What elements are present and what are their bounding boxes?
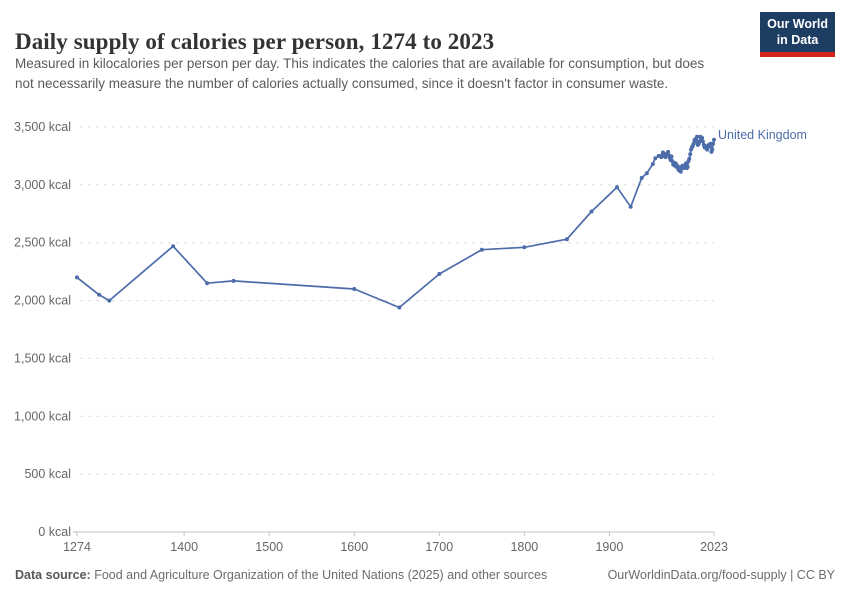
data-point bbox=[694, 139, 699, 144]
data-point bbox=[564, 237, 569, 242]
data-point bbox=[710, 147, 715, 152]
x-axis-tick-label: 1500 bbox=[255, 540, 283, 554]
y-axis-tick-label: 3,500 kcal bbox=[14, 120, 71, 134]
data-point bbox=[107, 298, 112, 303]
data-source-label: Data source: bbox=[15, 568, 91, 582]
data-point bbox=[628, 204, 633, 209]
data-point bbox=[688, 152, 693, 157]
x-axis-tick-label: 1900 bbox=[595, 540, 623, 554]
x-axis-tick-label: 1600 bbox=[340, 540, 368, 554]
y-axis-tick-label: 1,500 kcal bbox=[14, 351, 71, 365]
data-point bbox=[437, 272, 442, 276]
data-point bbox=[712, 137, 716, 142]
data-point bbox=[205, 281, 210, 286]
y-axis-tick-label: 3,000 kcal bbox=[14, 178, 71, 192]
y-axis-tick-label: 2,500 kcal bbox=[14, 236, 71, 250]
x-axis-tick-label: 1274 bbox=[63, 540, 91, 554]
data-source-note: Data source: Food and Agriculture Organi… bbox=[15, 568, 547, 582]
chart-footer: Data source: Food and Agriculture Organi… bbox=[15, 568, 835, 582]
y-axis-tick-label: 0 kcal bbox=[38, 525, 71, 539]
owid-link[interactable]: OurWorldinData.org/food-supply | CC BY bbox=[607, 568, 835, 582]
data-point bbox=[397, 305, 402, 310]
owid-logo: Our World in Data bbox=[760, 12, 835, 58]
x-axis-tick-label: 1400 bbox=[170, 540, 198, 554]
data-point bbox=[589, 209, 594, 214]
data-point bbox=[97, 292, 102, 297]
data-source-text: Food and Agriculture Organization of the… bbox=[90, 568, 548, 582]
x-axis-tick-label: 1800 bbox=[510, 540, 538, 554]
data-point bbox=[687, 156, 692, 161]
legend-entity-label[interactable]: United Kingdom bbox=[718, 128, 807, 142]
data-point bbox=[653, 156, 658, 161]
data-point bbox=[615, 185, 619, 190]
data-point bbox=[678, 169, 683, 174]
data-point bbox=[685, 164, 690, 169]
data-point bbox=[75, 275, 79, 280]
data-point bbox=[711, 141, 716, 146]
chart-canvas: 0 kcal 500 kcal 1,000 kcal 1,500 kcal 2,000 … bbox=[14, 120, 728, 554]
data-point bbox=[644, 171, 649, 176]
y-axis-tick-label: 500 kcal bbox=[24, 467, 71, 481]
data-point bbox=[700, 136, 705, 140]
data-point bbox=[683, 161, 688, 166]
y-axis-tick-label: 1,000 kcal bbox=[14, 409, 71, 423]
data-point bbox=[666, 149, 671, 154]
data-point bbox=[522, 245, 527, 250]
y-axis-tick-label: 2,000 kcal bbox=[14, 294, 71, 308]
data-point bbox=[639, 175, 644, 180]
owid-logo-line1: Our World bbox=[767, 17, 828, 31]
x-axis-tick-label: 1700 bbox=[425, 540, 453, 554]
data-point bbox=[231, 278, 236, 283]
data-point bbox=[479, 247, 484, 252]
data-point bbox=[650, 162, 655, 166]
data-point bbox=[171, 244, 176, 249]
series-line bbox=[76, 135, 715, 309]
data-point bbox=[352, 287, 357, 291]
data-point bbox=[700, 139, 705, 144]
owid-logo-line2: in Data bbox=[776, 32, 819, 47]
data-point bbox=[669, 154, 674, 159]
x-axis-tick-label: 2023 bbox=[700, 540, 728, 554]
data-point bbox=[695, 134, 699, 139]
chart-subtitle: Measured in kilocalories per person per … bbox=[15, 56, 705, 91]
page-title: Daily supply of calories per person, 127… bbox=[15, 29, 495, 55]
